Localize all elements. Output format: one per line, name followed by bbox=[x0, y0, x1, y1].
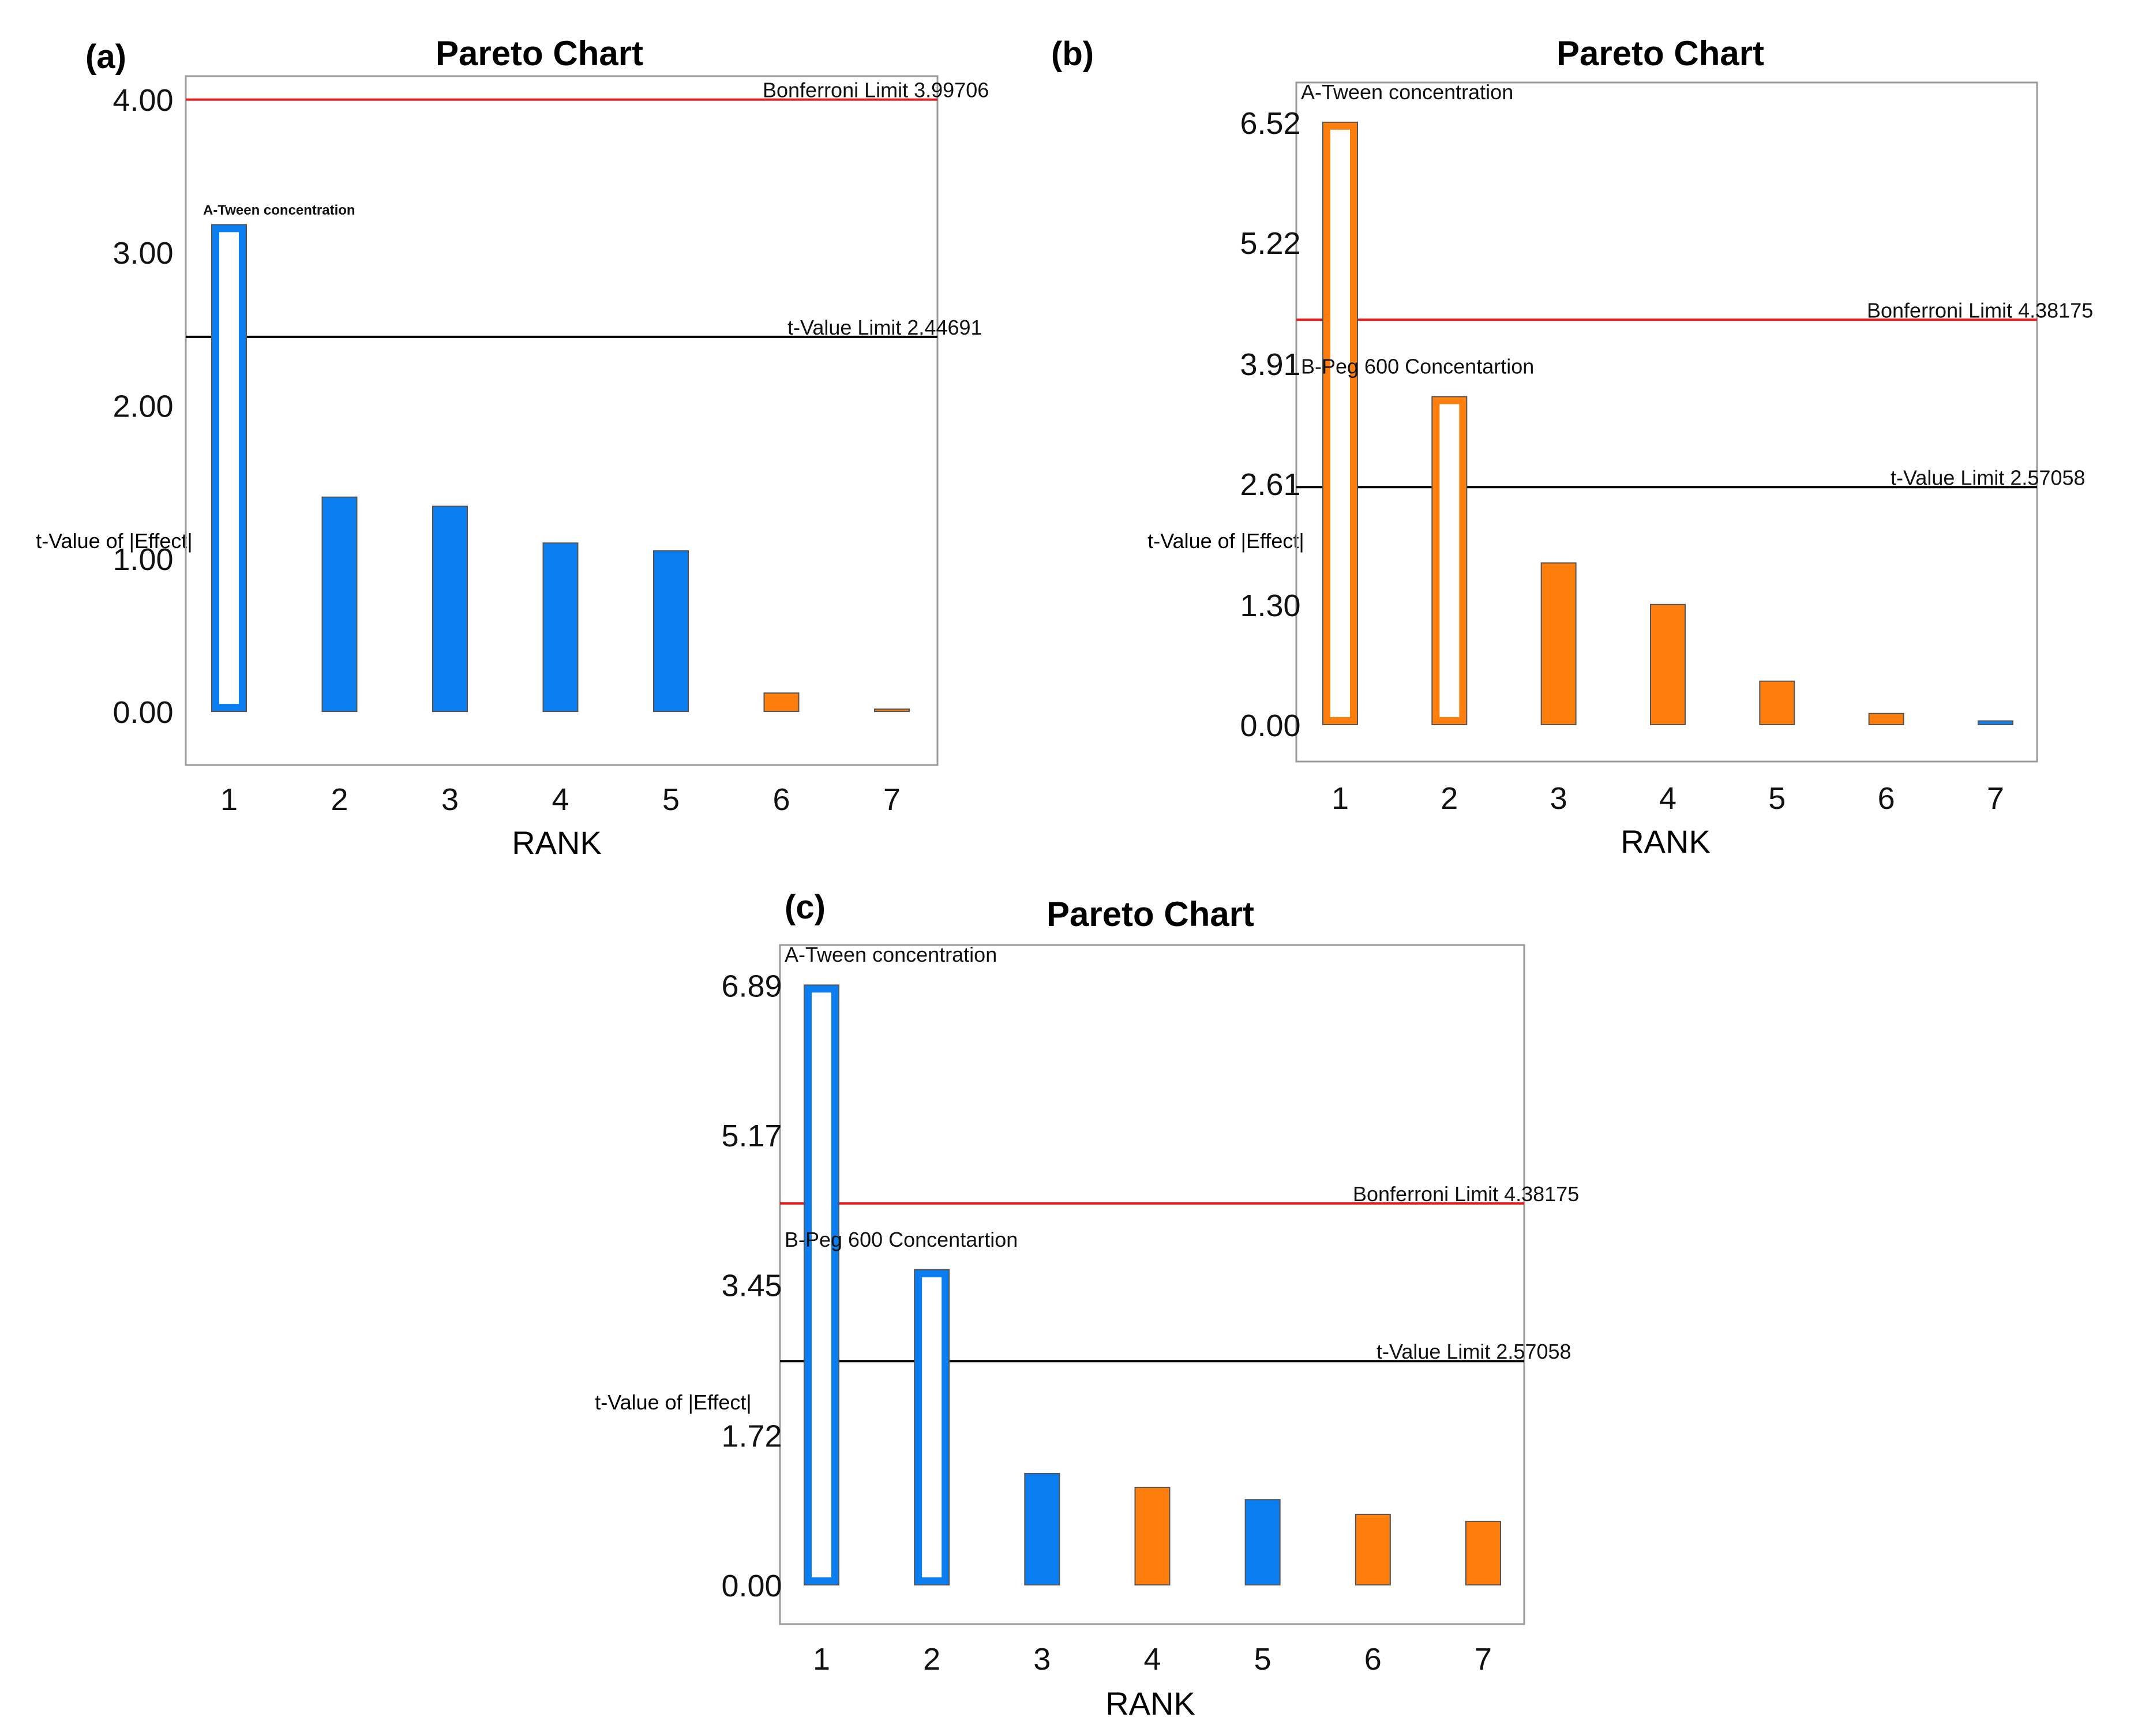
panel-b-y-tick-label: 1.30 bbox=[1240, 588, 1300, 623]
panel-a-y-tick-label: 1.00 bbox=[112, 542, 173, 577]
panel-a-x-tick-label: 7 bbox=[883, 782, 901, 817]
panel-c-y-tick-label: 1.72 bbox=[721, 1419, 782, 1454]
panel-b-t-value-limit-label: t-Value Limit 2.57058 bbox=[1891, 466, 2086, 489]
panel-a-frame bbox=[185, 75, 939, 766]
panel-c-x-tick-label: 7 bbox=[1475, 1642, 1492, 1677]
panel-b-x-tick-label: 5 bbox=[1768, 781, 1786, 816]
panel-c-title: Pareto Chart bbox=[1047, 895, 1254, 933]
panel-c-bar-rank-4 bbox=[1134, 1487, 1171, 1586]
panel-a-bar-rank-4 bbox=[542, 542, 579, 713]
panel-c-y-tick-label: 0.00 bbox=[721, 1569, 782, 1603]
panel-c-plot-area: 0.00 1.72 3.45 5.17 6.89 1 2 3 4 5 6 7 Bonferroni Li… bbox=[721, 943, 1579, 1677]
panel-a-t-value-limit-label: t-Value Limit 2.44691 bbox=[787, 316, 982, 339]
panel-b-effect-label-rank-1: A-Tween concentration bbox=[1301, 80, 1513, 104]
panel-c-x-tick-label: 3 bbox=[1033, 1642, 1051, 1677]
panel-a-y-axis-label: t-Value of |Effect| bbox=[36, 529, 193, 553]
panel-a-y-tick-label: 3.00 bbox=[112, 236, 173, 271]
panel-b-x-tick-label: 7 bbox=[1987, 781, 2004, 816]
panel-c-x-tick-label: 1 bbox=[813, 1642, 830, 1677]
panel-b-bonferroni-limit-label: Bonferroni Limit 4.38175 bbox=[1867, 298, 2093, 322]
panel-c-effect-label-rank-1: A-Tween concentration bbox=[785, 943, 997, 966]
panel-c-bar-rank-6 bbox=[1355, 1513, 1391, 1586]
panel-c-effect-label-rank-2: B-Peg 600 Concentartion bbox=[785, 1228, 1018, 1251]
panel-c-y-axis-label: t-Value of |Effect| bbox=[595, 1390, 752, 1414]
panel-a-plot-area: 0.00 1.00 2.00 3.00 4.00 1 2 3 4 5 6 7 Bonferroni Li… bbox=[112, 75, 989, 817]
panel-c-bar-rank-7 bbox=[1465, 1520, 1501, 1586]
panel-b-bar-rank-3 bbox=[1540, 562, 1577, 725]
panel-b-bar-rank-5 bbox=[1759, 680, 1795, 725]
panel-a-x-axis-label: RANK bbox=[512, 824, 602, 861]
panel-b-y-tick-label: 5.22 bbox=[1240, 226, 1300, 261]
panel-a-bar-rank-3 bbox=[432, 505, 468, 713]
panel-c-bar-rank-1 bbox=[804, 984, 839, 1586]
panel-c-x-tick-label: 4 bbox=[1143, 1642, 1161, 1677]
panel-a-y-tick-label: 0.00 bbox=[112, 695, 173, 730]
panel-c-bar-rank-2 bbox=[914, 1269, 950, 1586]
panel-b-frame bbox=[1295, 81, 2038, 763]
panel-a-bar-rank-2 bbox=[321, 496, 358, 713]
panel-c-bonferroni-limit-label: Bonferroni Limit 4.38175 bbox=[1353, 1182, 1579, 1206]
panel-c-bar-rank-5 bbox=[1244, 1499, 1281, 1586]
panel-b-x-axis-label: RANK bbox=[1621, 823, 1711, 860]
panel-c-frame bbox=[779, 944, 1525, 1625]
panel-b-bar-rank-1 bbox=[1322, 121, 1358, 725]
panel-b-effect-label-rank-2: B-Peg 600 Concentartion bbox=[1301, 354, 1534, 378]
panel-c-x-tick-label: 2 bbox=[923, 1642, 940, 1677]
panel-c: (c) Pareto Chart t-Value of |Effect| RAN… bbox=[595, 888, 1579, 1722]
panel-c-y-tick-label: 5.17 bbox=[721, 1119, 782, 1153]
panel-c-y-tick-label: 3.45 bbox=[721, 1269, 782, 1303]
panel-a-title: Pareto Chart bbox=[436, 34, 643, 73]
panel-a-x-tick-label: 2 bbox=[331, 782, 348, 817]
panel-a-bar-rank-6 bbox=[763, 692, 800, 713]
panel-b-bar-rank-4 bbox=[1650, 603, 1686, 725]
panel-c-x-axis-label: RANK bbox=[1105, 1685, 1195, 1722]
panel-c-x-tick-label: 6 bbox=[1364, 1642, 1382, 1677]
panel-a-y-tick-label: 2.00 bbox=[112, 389, 173, 423]
panel-a-effect-label-rank-1: A-Tween concentration bbox=[203, 203, 355, 218]
panel-a-bar-rank-1 bbox=[211, 224, 247, 713]
panel-a-x-tick-label: 1 bbox=[220, 782, 238, 817]
panel-a-y-tick-label: 4.00 bbox=[112, 83, 173, 118]
panel-a-bar-rank-5 bbox=[653, 550, 689, 713]
panel-c-y-tick-label: 6.89 bbox=[721, 969, 782, 1003]
panel-b-bar-rank-7 bbox=[1978, 720, 2013, 725]
panel-b-plot-area: 0.00 1.30 2.61 3.91 5.22 6.52 1 2 3 4 5 6 7 Bonferron… bbox=[1240, 80, 2093, 816]
panel-a-bonferroni-limit-label: Bonferroni Limit 3.99706 bbox=[763, 78, 989, 102]
panel-c-bar-rank-3 bbox=[1024, 1472, 1060, 1586]
panel-b-y-tick-label: 0.00 bbox=[1240, 708, 1300, 743]
panel-a-x-tick-label: 4 bbox=[552, 782, 569, 817]
panel-a-label: (a) bbox=[85, 38, 126, 76]
panel-b-title: Pareto Chart bbox=[1556, 34, 1764, 73]
panel-b-y-axis-label: t-Value of |Effect| bbox=[1147, 529, 1304, 553]
panel-b-y-tick-label: 6.52 bbox=[1240, 106, 1300, 141]
panel-b-x-tick-label: 1 bbox=[1331, 781, 1349, 816]
panel-b: (b) Pareto Chart t-Value of |Effect| RAN… bbox=[1051, 34, 2093, 860]
panel-b-y-tick-label: 3.91 bbox=[1240, 347, 1300, 382]
panel-b-x-tick-label: 6 bbox=[1878, 781, 1895, 816]
panel-c-t-value-limit-label: t-Value Limit 2.57058 bbox=[1376, 1340, 1571, 1363]
panel-a-x-tick-label: 5 bbox=[662, 782, 680, 817]
panel-c-x-tick-label: 5 bbox=[1254, 1642, 1271, 1677]
panel-a-x-tick-label: 3 bbox=[441, 782, 459, 817]
panel-a-bar-rank-7 bbox=[874, 708, 910, 713]
panel-b-bar-rank-6 bbox=[1868, 713, 1904, 725]
panel-a-x-tick-label: 6 bbox=[772, 782, 790, 817]
panel-c-label: (c) bbox=[785, 888, 826, 926]
panel-b-x-tick-label: 2 bbox=[1441, 781, 1458, 816]
panel-a: (a) Pareto Chart t-Value of |Effect| RAN… bbox=[36, 34, 989, 861]
panel-b-y-tick-label: 2.61 bbox=[1240, 467, 1300, 502]
panel-b-x-tick-label: 4 bbox=[1659, 781, 1676, 816]
panel-b-bar-rank-2 bbox=[1431, 396, 1468, 725]
panel-b-label: (b) bbox=[1051, 35, 1094, 73]
panel-b-x-tick-label: 3 bbox=[1550, 781, 1567, 816]
